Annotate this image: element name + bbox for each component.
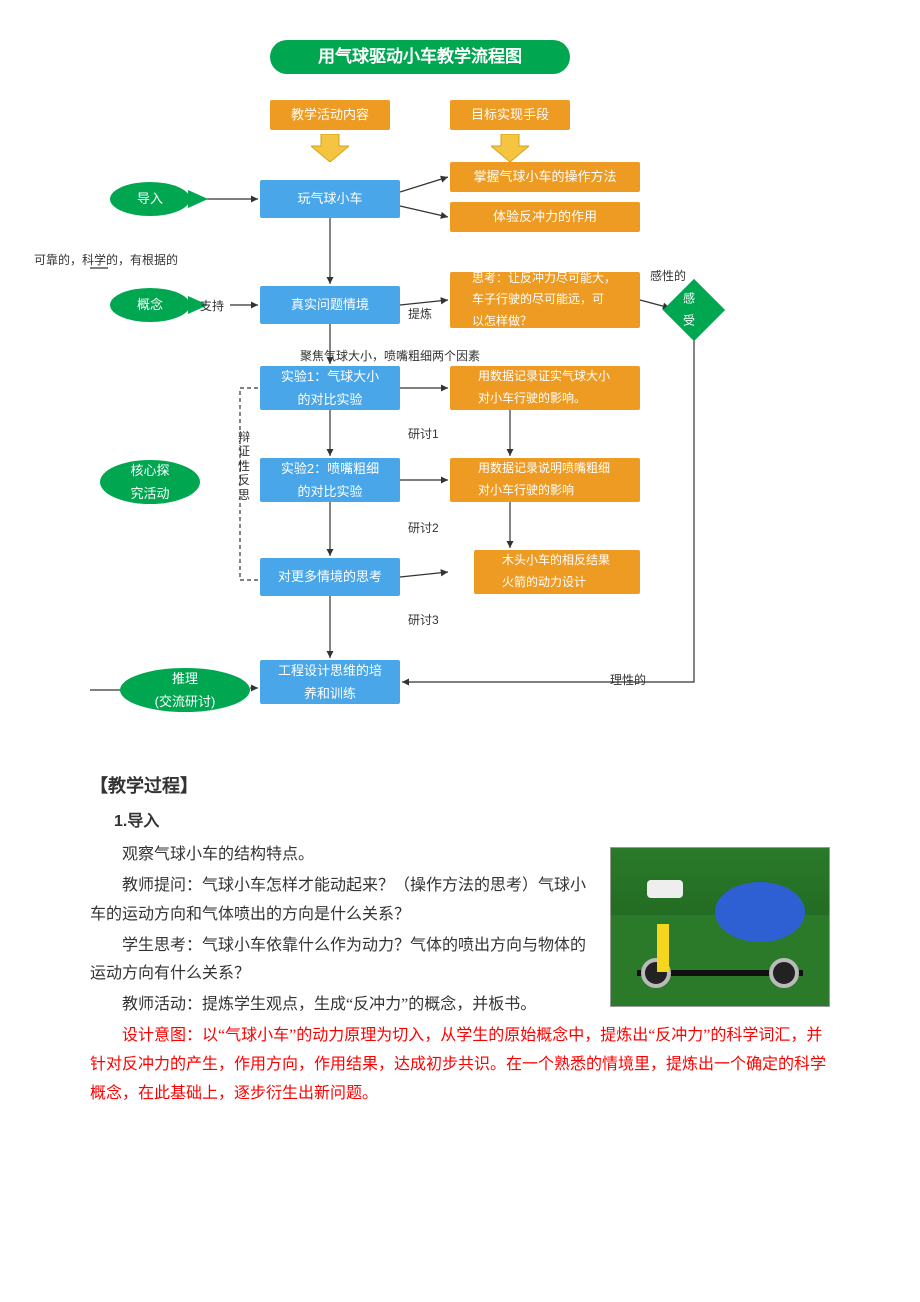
annot-discuss2: 研讨2 <box>408 518 439 540</box>
balloon-car-photo <box>610 847 830 1007</box>
orange-box: 思考：让反冲力尽可能大， 车子行驶的尽可能远，可 以怎样做？ <box>450 272 640 328</box>
flowchart-title: 用气球驱动小车教学流程图 <box>270 40 570 74</box>
orange-box: 掌握气球小车的操作方法 <box>450 162 640 192</box>
teaching-flowchart: 用气球驱动小车教学流程图 教学活动内容 目标实现手段 导入 概念 核心探 究活动… <box>90 40 830 740</box>
header-right: 目标实现手段 <box>450 100 570 130</box>
header-left: 教学活动内容 <box>270 100 390 130</box>
sub-heading: 1.导入 <box>114 808 830 837</box>
arrow-down-icon <box>311 134 349 162</box>
stage-concept: 概念 <box>110 288 190 322</box>
annot-extract: 提炼 <box>408 304 432 326</box>
blue-box: 工程设计思维的培 养和训练 <box>260 660 400 704</box>
annot-focus: 聚焦气球大小，喷嘴粗细两个因素 <box>300 346 480 368</box>
blue-box: 真实问题情境 <box>260 286 400 324</box>
orange-box: 用数据记录说明喷嘴粗细 对小车行驶的影响 <box>450 458 640 502</box>
annot-support: 支持 <box>200 296 224 318</box>
annot-dialectic: 辩 证 性 反 思 <box>238 430 250 502</box>
annot-discuss3: 研讨3 <box>408 610 439 632</box>
design-intent-paragraph: 设计意图：以“气球小车”的动力原理为切入，从学生的原始概念中，提炼出“反冲力”的… <box>90 1022 830 1108</box>
annot-top-right: 感性的 <box>650 266 686 288</box>
orange-box: 体验反冲力的作用 <box>450 202 640 232</box>
orange-box: 用数据记录证实气球大小 对小车行驶的影响。 <box>450 366 640 410</box>
stage-core: 核心探 究活动 <box>100 460 200 504</box>
annot-bottom-right: 理性的 <box>610 670 646 692</box>
diamond-feel: 感受 <box>672 288 716 332</box>
blue-box: 实验1：气球大小 的对比实验 <box>260 366 400 410</box>
blue-box: 玩气球小车 <box>260 180 400 218</box>
orange-box: 木头小车的相反结果 火箭的动力设计 <box>474 550 640 594</box>
annot-discuss1: 研讨1 <box>408 424 439 446</box>
section-heading: 【教学过程】 <box>90 770 830 802</box>
blue-box: 实验2：喷嘴粗细 的对比实验 <box>260 458 400 502</box>
blue-box: 对更多情境的思考 <box>260 558 400 596</box>
stage-reasoning: 推理 (交流研讨) <box>120 668 250 712</box>
stage-intro: 导入 <box>110 182 190 216</box>
arrow-down-icon <box>491 134 529 162</box>
annot-top-left: 可靠的，科学的，有根据的 <box>34 250 178 272</box>
